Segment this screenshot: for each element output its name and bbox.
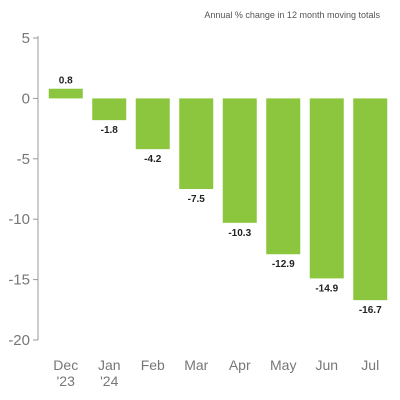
x-tick-label: Dec (53, 357, 78, 373)
x-tick-label: Apr (229, 357, 251, 373)
x-tick-label: Feb (141, 357, 165, 373)
data-label: -14.9 (315, 283, 338, 294)
x-tick-label: '24 (100, 373, 118, 389)
bar (353, 98, 388, 301)
x-tick-label: Jun (315, 357, 338, 373)
bar (135, 98, 170, 150)
y-tick-label: -20 (8, 332, 30, 349)
data-labels-group: 0.8 -1.8 -4.2 -7.5 -10.3 -12.9 -14.9 -16.7 (59, 76, 382, 316)
data-label: -1.8 (101, 125, 119, 136)
y-tick-label: 0 (22, 90, 30, 107)
bar (309, 98, 344, 279)
x-tick-label: May (270, 357, 296, 373)
x-tick-label: Jan (98, 357, 121, 373)
data-label: -10.3 (228, 228, 251, 239)
bar (179, 98, 214, 189)
bars-group (48, 88, 388, 301)
y-tick-label: 5 (22, 30, 30, 47)
y-axis-ticks: 5 0 -5 -10 -15 -20 (8, 30, 38, 349)
data-label: -16.7 (359, 305, 382, 316)
bar (48, 88, 83, 99)
data-label: -4.2 (144, 154, 162, 165)
bar (92, 98, 127, 121)
chart-subtitle: Annual % change in 12 month moving total… (204, 10, 380, 20)
data-label: -7.5 (188, 194, 206, 205)
y-tick-label: -10 (8, 211, 30, 228)
x-tick-label: Jul (361, 357, 379, 373)
y-tick-label: -15 (8, 272, 30, 289)
data-label: 0.8 (59, 76, 73, 87)
y-tick-label: -5 (17, 151, 30, 168)
x-axis-ticks: Dec'23 Jan'24 Feb Mar Apr May Jun Jul (53, 357, 379, 389)
data-label: -12.9 (272, 259, 295, 270)
x-tick-label: Mar (184, 357, 208, 373)
bar (266, 98, 301, 255)
bar (222, 98, 257, 223)
x-tick-label: '23 (57, 373, 75, 389)
